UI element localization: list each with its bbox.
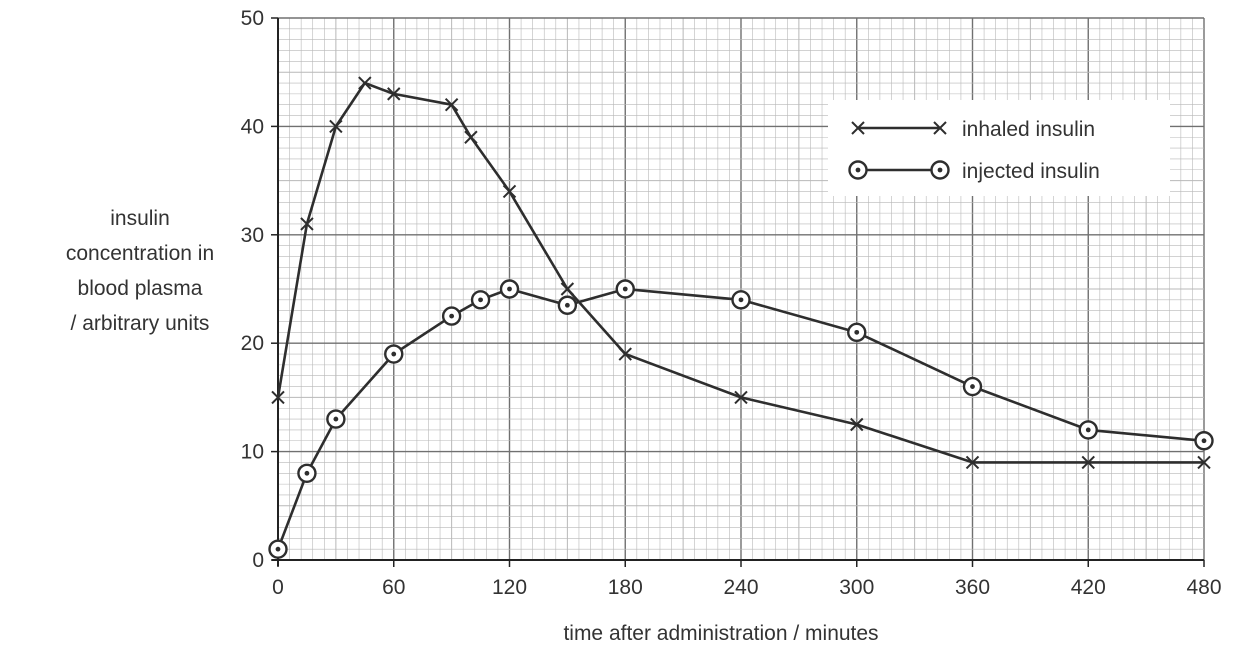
data-point [384, 344, 404, 364]
x-tick-label: 240 [723, 576, 758, 599]
data-point [618, 347, 632, 361]
legend: inhaled insulin injected insulin [828, 100, 1170, 196]
cross-marker-b [502, 184, 517, 199]
circle-marker-dot [564, 302, 570, 308]
circle-marker-dot [1085, 427, 1091, 433]
circle-marker-dot [937, 167, 943, 173]
x-tick-label: 0 [272, 576, 284, 599]
circle-marker-dot [622, 286, 628, 292]
y-tick-label: 30 [241, 224, 264, 247]
circle-marker-dot [449, 313, 455, 319]
y-axis-label-line: / arbitrary units [71, 312, 210, 335]
data-point [1081, 455, 1095, 470]
cross-marker-b [271, 390, 285, 405]
data-point [560, 282, 575, 296]
data-point [329, 119, 343, 134]
circle-marker-dot [970, 384, 975, 389]
series-line [276, 287, 1205, 550]
x-tick-label: 360 [955, 576, 990, 599]
y-tick-label: 40 [241, 115, 264, 138]
cross-marker-b [358, 76, 372, 90]
series-injected-insulin [268, 279, 1214, 559]
data-point [387, 87, 401, 101]
cross-marker-b [933, 121, 947, 135]
x-tick-label: 120 [492, 576, 527, 599]
y-tick-label: 10 [241, 441, 264, 464]
cross-marker-b [329, 119, 343, 134]
cross-marker-b [965, 455, 980, 470]
data-point [444, 98, 459, 112]
data-point [268, 539, 288, 559]
y-axis-label: insulin concentration in blood plasma / arb… [66, 207, 214, 335]
circle-marker-dot [304, 470, 310, 476]
circle-marker-dot [1201, 438, 1207, 444]
circle-marker-dot [333, 416, 339, 422]
x-tick-label: 480 [1186, 576, 1221, 599]
axes [271, 17, 1205, 567]
circle-marker-dot [855, 167, 861, 173]
cross-marker-b [444, 98, 459, 112]
data-point [499, 279, 520, 299]
legend-box [828, 100, 1170, 196]
cross-marker-b [1081, 455, 1095, 470]
data-point [615, 279, 635, 299]
x-tick-label: 180 [608, 576, 643, 599]
y-tick-labels: 0 10 20 30 40 50 [241, 7, 264, 572]
series-inhaled-insulin [271, 76, 1211, 470]
circle-marker-dot [478, 297, 483, 303]
cross-marker-b [618, 347, 632, 361]
data-point [300, 217, 314, 231]
cross-marker-b [851, 121, 865, 135]
data-point [326, 409, 346, 429]
data-point [441, 306, 462, 326]
data-point [1197, 455, 1211, 470]
cross-marker-b [464, 130, 478, 144]
cross-marker-b [300, 217, 314, 231]
y-tick-label: 50 [241, 7, 264, 30]
x-tick-label: 300 [839, 576, 874, 599]
cross-marker-b [560, 282, 575, 296]
data-point [965, 455, 980, 470]
y-axis-label-line: concentration in [66, 242, 214, 265]
data-point [1194, 431, 1214, 451]
x-tick-label: 60 [382, 576, 405, 599]
cross-marker-b [387, 87, 401, 101]
data-point [734, 390, 748, 405]
circle-marker-dot [507, 286, 512, 292]
circle-marker-dot [275, 546, 281, 552]
y-tick-label: 20 [241, 332, 264, 355]
data-point [962, 376, 983, 397]
y-axis-label-line: blood plasma [78, 277, 203, 300]
data-point [271, 390, 285, 405]
y-axis-label-line: insulin [110, 207, 170, 230]
data-point [850, 417, 864, 432]
cross-marker-b [1197, 455, 1211, 470]
x-tick-label: 420 [1071, 576, 1106, 599]
cross-marker-b [850, 417, 864, 432]
data-point [464, 130, 478, 144]
x-tick-labels: 0 60 120 180 240 300 360 420 480 [272, 576, 1221, 599]
data-point [502, 184, 517, 199]
y-tick-label: 0 [252, 549, 264, 572]
legend-label: inhaled insulin [962, 118, 1095, 141]
data-point [557, 295, 578, 315]
series-layer [268, 76, 1214, 559]
x-axis-label: time after administration / minutes [563, 622, 878, 645]
data-point [847, 322, 867, 343]
data-point [731, 290, 751, 310]
data-point [297, 463, 317, 483]
circle-marker-dot [391, 351, 397, 357]
data-point [470, 290, 491, 310]
cross-marker-b [734, 390, 748, 405]
circle-marker-dot [738, 297, 744, 303]
data-point [358, 76, 372, 90]
legend-label: injected insulin [962, 160, 1100, 183]
data-point [1078, 420, 1098, 440]
circle-marker-dot [854, 329, 860, 335]
